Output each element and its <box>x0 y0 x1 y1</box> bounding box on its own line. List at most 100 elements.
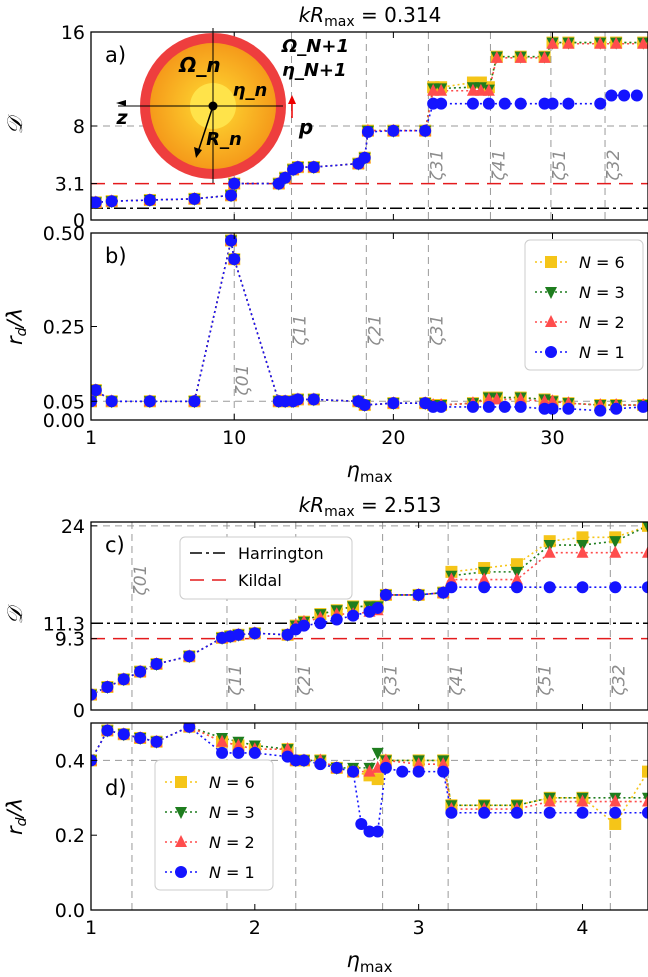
series-group <box>91 36 648 210</box>
data-point <box>225 234 238 247</box>
panel-label: b) <box>105 244 127 268</box>
data-point <box>248 627 261 640</box>
data-point <box>609 794 622 807</box>
data-point <box>609 806 622 819</box>
y-tick-label: 0.0 <box>55 900 85 922</box>
data-point <box>347 765 360 778</box>
data-point <box>482 83 495 96</box>
zeta-label: ζ31 <box>427 315 447 347</box>
zeta-label: ζ41 <box>489 150 509 182</box>
data-point <box>482 392 495 405</box>
data-point <box>466 83 479 96</box>
data-point <box>412 588 425 601</box>
data-point <box>396 765 409 778</box>
data-point <box>562 402 575 415</box>
data-point <box>188 192 201 205</box>
data-point <box>490 50 503 63</box>
data-point <box>379 753 392 766</box>
legend-entry: N = 3 <box>579 283 625 302</box>
data-point <box>232 746 245 759</box>
legend-entry: Kildal <box>238 571 282 590</box>
data-point <box>642 581 648 594</box>
data-point <box>510 806 523 819</box>
series-line <box>91 525 648 696</box>
data-point <box>445 572 458 585</box>
y-tick-label: 0.2 <box>55 825 85 847</box>
z-axis-label: z <box>115 107 128 129</box>
data-point <box>576 581 589 594</box>
data-point <box>281 742 294 755</box>
data-point <box>387 124 400 137</box>
panel-label: c) <box>105 533 125 557</box>
data-point <box>387 397 400 410</box>
series-line <box>91 525 648 696</box>
omega-n-label: Ω_n <box>178 53 220 77</box>
legend-entry: Harrington <box>238 544 324 563</box>
title-bottom: kRmax = 2.513 <box>299 493 442 520</box>
panel-d: 0.0 0.2 0.4 1 2 3 4 d) rd/λ ηmax <box>3 722 648 976</box>
legend-entry: N = 2 <box>579 313 625 332</box>
data-point <box>371 747 384 760</box>
data-point <box>609 817 622 830</box>
data-point <box>546 36 559 49</box>
data-point <box>562 97 575 110</box>
data-point <box>609 536 622 549</box>
y-axis-label: rd/λ <box>3 798 30 835</box>
data-point <box>576 794 589 807</box>
eta-n1-label: η_N+1 <box>282 60 347 81</box>
data-point <box>330 761 343 774</box>
x-tick-label: 2 <box>249 917 261 939</box>
data-point <box>91 688 97 701</box>
zeta-label: ζ21 <box>365 315 385 347</box>
data-point <box>232 738 245 751</box>
data-point <box>630 89 643 102</box>
data-point <box>330 613 343 626</box>
panel-b: ζ01 ζ11 ζ21 ζ31 0.000.05 0.25 0.50 1 10 20 30 b) rd/… <box>3 223 648 486</box>
data-point <box>490 392 503 405</box>
data-point <box>297 754 310 767</box>
axes-frame <box>90 722 648 911</box>
series-group <box>91 522 648 702</box>
y-tick-label: 0.05 <box>43 391 85 413</box>
data-point <box>609 581 622 594</box>
data-point <box>435 400 448 413</box>
legend-marker <box>545 346 557 358</box>
data-point <box>358 399 371 412</box>
data-point <box>101 680 114 693</box>
data-point <box>498 97 511 110</box>
legend-marker <box>175 807 187 819</box>
data-point <box>445 806 458 819</box>
series-group <box>91 723 648 838</box>
data-point <box>482 400 495 413</box>
legend-entry: N = 2 <box>209 833 255 852</box>
zeta-label: ζ32 <box>604 150 624 182</box>
data-point <box>642 522 648 532</box>
data-point <box>117 673 130 686</box>
data-point <box>510 572 523 585</box>
zeta-label: ζ11 <box>291 315 311 347</box>
series-line <box>91 551 648 696</box>
y-axis-label: 𝒟 <box>3 603 27 624</box>
legend-entry: N = 3 <box>209 803 255 822</box>
data-point <box>594 36 607 49</box>
data-point <box>91 384 102 397</box>
data-point <box>363 764 376 777</box>
data-point <box>101 724 114 737</box>
data-point <box>183 723 196 733</box>
x-tick-label: 20 <box>381 427 405 449</box>
data-point <box>543 806 556 819</box>
data-point <box>642 765 648 778</box>
legend-panel-d: N = 6 N = 3 N = 2 N = 1 <box>154 759 274 891</box>
data-point <box>314 758 327 771</box>
data-point <box>437 757 450 770</box>
legend-references: Harrington Kildal <box>179 536 353 600</box>
x-axis-label: ηmax <box>347 458 393 486</box>
data-point <box>91 196 102 209</box>
legend-marker <box>545 287 557 299</box>
eta-n-label: η_n <box>233 80 268 101</box>
legend-entry: N = 6 <box>209 773 255 792</box>
legend-marker <box>175 866 187 878</box>
x-tick-label: 4 <box>576 917 588 939</box>
legend-panel-b: N = 6 N = 3 N = 2 N = 1 <box>524 239 644 371</box>
data-point <box>228 253 241 266</box>
